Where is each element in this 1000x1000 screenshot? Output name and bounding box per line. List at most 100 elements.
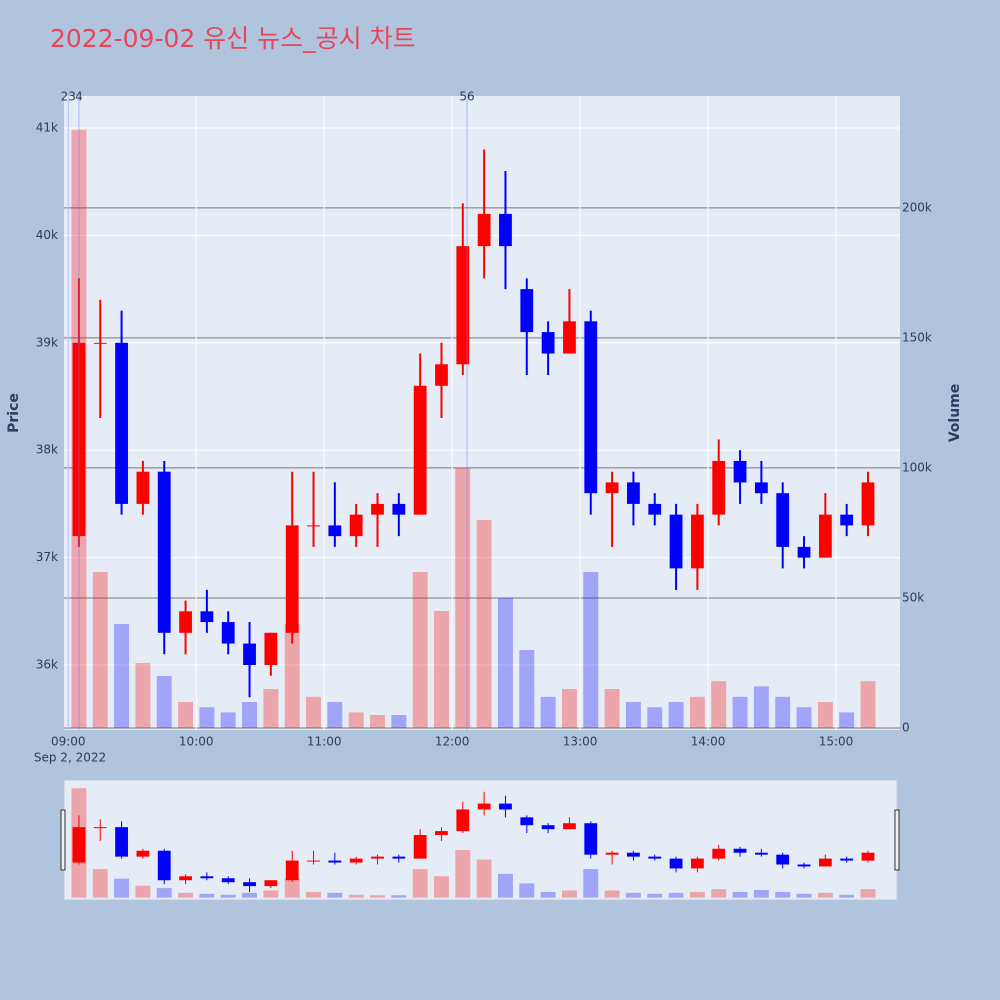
- volume-bar: [817, 701, 833, 728]
- range-handle[interactable]: [894, 809, 900, 871]
- y2-axis-title: Volume: [947, 384, 963, 443]
- volume-bar: [92, 571, 108, 728]
- candle-body: [179, 611, 192, 633]
- volume-bar: [284, 623, 300, 728]
- candle-body: [733, 460, 747, 483]
- candle-body: [563, 823, 576, 830]
- candle-body: [691, 514, 704, 569]
- candle-body: [413, 385, 427, 515]
- volume-bar: [604, 688, 620, 728]
- volume-bar: [455, 850, 471, 898]
- volume-bar: [668, 701, 684, 728]
- candle-body: [520, 817, 534, 826]
- candle-body: [605, 482, 619, 494]
- candle-body: [499, 803, 512, 810]
- volume-bar: [327, 892, 343, 898]
- volume-bar: [348, 712, 364, 728]
- x-tick-label: 15:00: [819, 735, 854, 749]
- volume-bar: [476, 519, 492, 728]
- annotation-label: 4: [75, 90, 83, 104]
- volume-bar: [199, 707, 215, 728]
- y-tick-label: 41k: [36, 121, 58, 135]
- y-axis-title: Price: [6, 393, 22, 433]
- candle-body: [712, 460, 726, 515]
- volume-bar: [860, 889, 876, 898]
- candle-body: [349, 858, 363, 863]
- candle-body: [691, 858, 704, 869]
- candle-body: [669, 858, 683, 869]
- candle-body: [413, 835, 427, 859]
- candle-body: [477, 803, 491, 810]
- candle-body: [818, 514, 832, 558]
- candle-body: [669, 514, 683, 569]
- candle-body: [584, 321, 598, 494]
- volume-bar: [178, 701, 194, 728]
- volume-bar: [412, 571, 428, 728]
- candle-body: [605, 852, 619, 855]
- volume-bar: [114, 878, 130, 898]
- candle-body: [840, 514, 854, 526]
- volume-bar: [92, 869, 108, 898]
- candle-body: [435, 831, 448, 836]
- volume-bar: [775, 696, 791, 728]
- candle-body: [200, 876, 214, 879]
- volume-bar: [561, 890, 577, 898]
- candle-body: [776, 854, 790, 865]
- volume-bar: [519, 883, 535, 898]
- x-tick-label: 11:00: [307, 735, 342, 749]
- volume-bar: [519, 649, 535, 728]
- candle-body: [200, 611, 214, 623]
- volume-bar: [753, 686, 769, 728]
- annotation-label: 56: [459, 90, 474, 104]
- candle-body: [648, 856, 662, 859]
- candle-body: [712, 848, 726, 859]
- volume-bar: [178, 892, 194, 898]
- candle-body: [179, 876, 192, 881]
- volume-bar: [135, 662, 151, 728]
- candle-body: [115, 342, 128, 504]
- volume-bar: [497, 873, 513, 898]
- candle-body: [307, 525, 320, 527]
- candle-body: [776, 493, 790, 547]
- range-slider[interactable]: [63, 779, 898, 901]
- candle-body: [435, 364, 448, 386]
- y2-tick-label: 150k: [902, 330, 932, 344]
- candle-body: [797, 546, 811, 558]
- candle-body: [861, 852, 875, 861]
- candle-body: [264, 632, 278, 666]
- y2-tick-label: 100k: [902, 460, 932, 474]
- volume-bar: [561, 688, 577, 728]
- candle-body: [72, 827, 86, 863]
- volume-bar: [689, 891, 705, 898]
- volume-bar: [434, 610, 449, 728]
- y-tick-label: 36k: [36, 658, 58, 672]
- volume-bar: [242, 892, 258, 898]
- volume-bar: [391, 714, 407, 728]
- candle-body: [648, 503, 662, 515]
- candle-body: [243, 643, 256, 666]
- volume-bar: [156, 888, 172, 898]
- candle-body: [328, 860, 342, 863]
- candle-body: [541, 332, 555, 354]
- range-handle[interactable]: [60, 809, 66, 871]
- y-tick-label: 38k: [36, 443, 58, 457]
- volume-bar: [583, 869, 599, 898]
- candle-body: [285, 525, 299, 633]
- volume-bar: [753, 890, 769, 898]
- candle-body: [627, 852, 640, 857]
- x-tick-label: 13:00: [563, 735, 598, 749]
- candle-body: [563, 321, 576, 354]
- candle-body: [499, 213, 512, 247]
- volume-bar: [434, 876, 449, 898]
- volume-bar: [370, 895, 385, 898]
- volume-bar: [775, 891, 791, 898]
- volume-bar: [348, 894, 364, 898]
- candle-body: [93, 342, 107, 344]
- candle-body: [221, 622, 235, 644]
- volume-bar: [583, 571, 599, 728]
- candle-body: [392, 856, 406, 859]
- candle-body: [157, 850, 171, 881]
- volume-bar: [839, 712, 855, 728]
- candle-body: [520, 289, 534, 333]
